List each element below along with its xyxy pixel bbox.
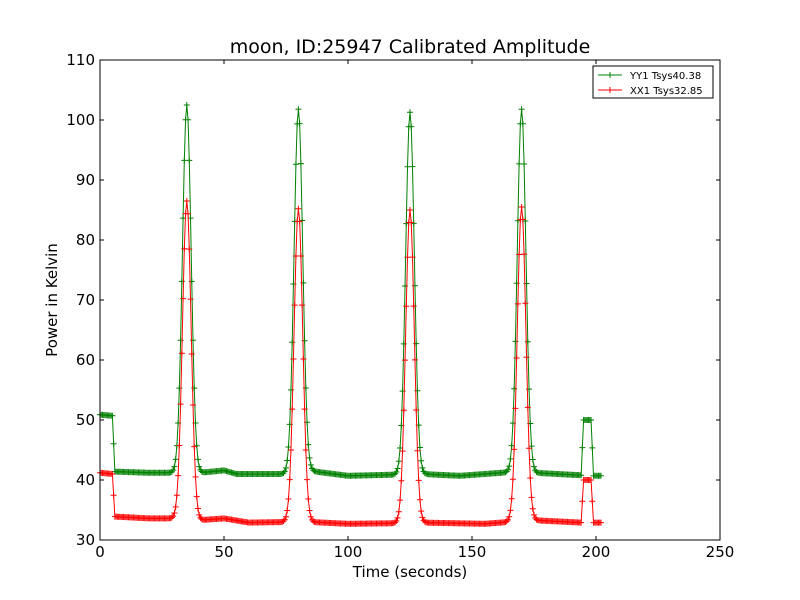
axis-ticks: 0 50 100 150 200 250 30 40 50 60 70 80 90 100 110 — [66, 51, 734, 561]
x-tick-label: 200 — [582, 543, 611, 561]
x-axis-label: Time (seconds) — [352, 563, 468, 581]
plot-area — [97, 102, 604, 527]
x-tick-label: 0 — [95, 543, 105, 561]
y-tick-label: 70 — [76, 291, 95, 309]
legend-label: XX1 Tsys32.85 — [630, 86, 703, 97]
x-tick-label: 100 — [334, 543, 363, 561]
x-tick-label: 150 — [458, 543, 487, 561]
y-tick-label: 40 — [76, 471, 95, 489]
y-tick-label: 80 — [76, 231, 95, 249]
y-tick-label: 50 — [76, 411, 95, 429]
x-tick-label: 250 — [706, 543, 735, 561]
chart-title: moon, ID:25947 Calibrated Amplitude — [230, 36, 591, 58]
legend-marker — [607, 72, 613, 78]
legend-marker — [607, 87, 613, 93]
legend-box — [592, 65, 714, 99]
legend-label: YY1 Tsys40.38 — [629, 71, 701, 82]
y-axis-label: Power in Kelvin — [43, 243, 61, 357]
x-tick-label: 50 — [214, 543, 233, 561]
y-tick-label: 100 — [66, 111, 95, 129]
legend: YY1 Tsys40.38 XX1 Tsys32.85 — [592, 65, 714, 99]
y-tick-label: 60 — [76, 351, 95, 369]
y-tick-label: 110 — [66, 51, 95, 69]
y-tick-label: 90 — [76, 171, 95, 189]
series-xx1 — [97, 198, 604, 527]
y-tick-label: 30 — [76, 531, 95, 549]
